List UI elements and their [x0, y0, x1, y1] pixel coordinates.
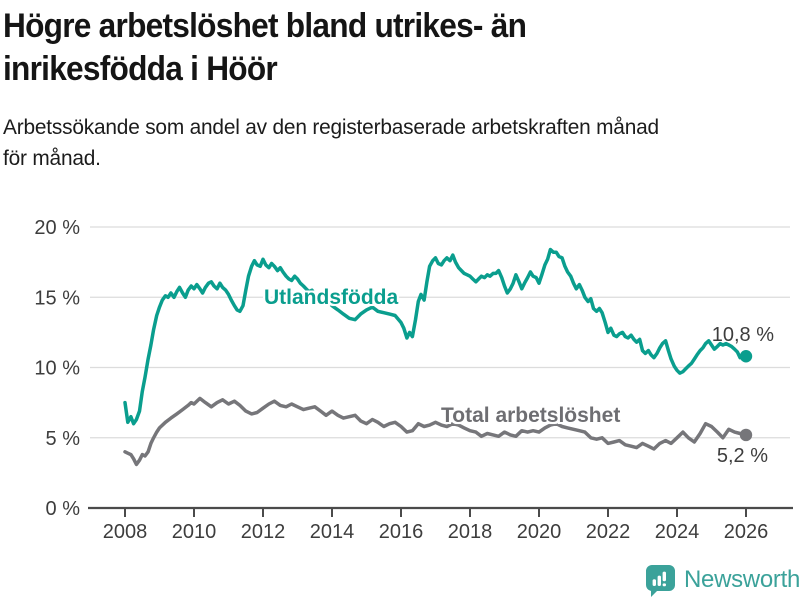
end-value-label-total: 5,2 % [716, 445, 768, 467]
x-axis-tick-label: 2018 [448, 521, 493, 543]
x-axis-tick-label: 2026 [724, 521, 769, 543]
x-axis-tick-label: 2024 [655, 521, 700, 543]
series-end-dot [739, 350, 753, 363]
brand-name: Newsworthy [684, 566, 800, 593]
y-axis-tick-label: 15 % [34, 287, 80, 309]
x-axis-tick-label: 2014 [310, 521, 355, 543]
y-axis-tick-label: 20 % [34, 217, 80, 239]
x-axis-tick-label: 2016 [379, 521, 424, 543]
y-axis-tick-label: 10 % [34, 358, 80, 380]
series-line [123, 247, 748, 426]
x-axis-tick-label: 2022 [586, 521, 631, 543]
x-axis-tick-label: 2008 [103, 521, 148, 543]
series-end-dot [739, 428, 753, 442]
newsworthy-logo: Newsworthy [644, 563, 800, 597]
y-axis-tick-label: 0 % [46, 498, 81, 520]
x-axis-tick-label: 2020 [517, 521, 562, 543]
page-title: Högre arbetslöshet bland utrikes- än inr… [3, 7, 527, 88]
bar-chart-speech-bubble-icon [645, 564, 675, 597]
series-label-total-arbetsloshet: Total arbetslöshet [441, 404, 621, 427]
page-subtitle: Arbetssökande som andel av den registerb… [3, 115, 659, 170]
x-axis-tick-label: 2012 [241, 521, 286, 543]
y-axis-tick-label: 5 % [46, 428, 81, 450]
series-line [123, 396, 748, 467]
series-label-utlandsfodda: Utlandsfödda [264, 286, 399, 309]
x-axis-tick-label: 2010 [172, 521, 217, 543]
end-value-label-utlandsfodda: 10,8 % [711, 324, 774, 346]
